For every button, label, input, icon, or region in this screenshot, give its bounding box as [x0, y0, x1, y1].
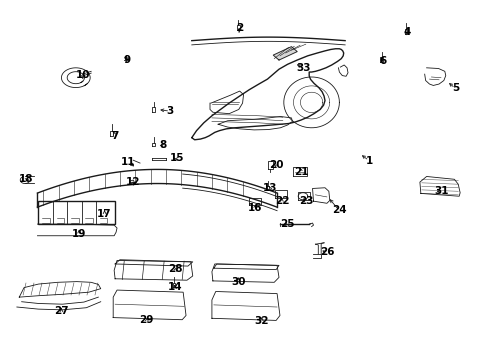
Text: 17: 17	[97, 208, 112, 219]
Text: 22: 22	[274, 196, 288, 206]
Text: 24: 24	[331, 204, 346, 215]
Text: 23: 23	[299, 196, 313, 206]
Text: 16: 16	[247, 203, 262, 212]
Text: 32: 32	[254, 316, 268, 326]
Text: 2: 2	[236, 23, 243, 33]
Text: 25: 25	[280, 220, 294, 229]
Text: 8: 8	[159, 140, 166, 150]
Text: 19: 19	[72, 229, 86, 239]
Text: 33: 33	[296, 63, 310, 73]
Text: 1: 1	[365, 156, 372, 166]
Text: 20: 20	[268, 160, 283, 170]
Text: 7: 7	[111, 131, 119, 141]
Text: 3: 3	[166, 106, 174, 116]
Text: 14: 14	[167, 282, 182, 292]
Text: 27: 27	[54, 306, 69, 315]
Text: 13: 13	[263, 184, 277, 193]
Text: 18: 18	[19, 174, 33, 184]
Text: 30: 30	[231, 276, 245, 287]
Text: 9: 9	[123, 55, 130, 65]
Text: 26: 26	[319, 247, 333, 257]
Text: 15: 15	[170, 153, 184, 163]
Text: 21: 21	[293, 167, 307, 176]
Text: 12: 12	[126, 177, 140, 187]
Text: 28: 28	[168, 264, 183, 274]
Text: 31: 31	[434, 186, 448, 196]
Polygon shape	[273, 47, 297, 60]
Text: 4: 4	[403, 27, 410, 37]
Text: 29: 29	[139, 315, 154, 325]
Text: 5: 5	[451, 83, 458, 93]
Text: 10: 10	[76, 70, 90, 80]
Text: 6: 6	[379, 56, 386, 66]
Text: 11: 11	[121, 157, 136, 167]
